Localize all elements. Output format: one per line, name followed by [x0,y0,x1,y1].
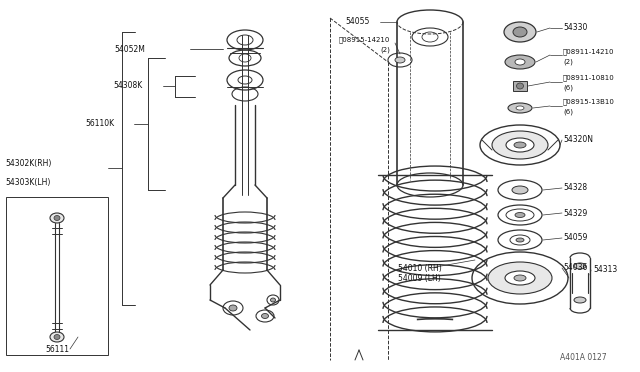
Text: 54303K(LH): 54303K(LH) [5,178,51,187]
Ellipse shape [54,215,60,221]
Text: 54330: 54330 [563,23,588,32]
Text: (6): (6) [563,109,573,115]
Ellipse shape [262,314,269,318]
Ellipse shape [514,142,526,148]
Ellipse shape [516,238,524,242]
Text: 54328: 54328 [563,183,587,192]
Text: 54308K: 54308K [113,81,142,90]
Text: 54052M: 54052M [114,45,145,54]
Ellipse shape [488,262,552,294]
Text: Ⓝ08911-14210: Ⓝ08911-14210 [563,49,614,55]
Ellipse shape [271,298,275,302]
Ellipse shape [514,275,526,281]
Ellipse shape [50,332,64,342]
Ellipse shape [513,27,527,37]
Ellipse shape [574,297,586,303]
Text: (6): (6) [563,85,573,91]
Text: 54010 (RH): 54010 (RH) [398,263,442,273]
Ellipse shape [515,59,525,65]
Text: 54320N: 54320N [563,135,593,144]
Text: 54302K(RH): 54302K(RH) [5,159,51,168]
Text: 54036: 54036 [563,263,588,273]
Text: 54059: 54059 [563,234,588,243]
Ellipse shape [505,271,535,285]
Ellipse shape [506,138,534,152]
Text: Ⓦ08915-14210: Ⓦ08915-14210 [339,37,390,43]
Ellipse shape [504,22,536,42]
Ellipse shape [492,131,548,159]
Ellipse shape [229,305,237,311]
Ellipse shape [50,213,64,223]
Ellipse shape [505,55,535,69]
Text: 56110K: 56110K [85,119,114,128]
Text: A401A 0127: A401A 0127 [560,353,607,362]
Bar [513,81,527,91]
Ellipse shape [512,186,528,194]
Text: 56111: 56111 [45,344,69,353]
Bar [6,197,108,355]
Ellipse shape [54,334,60,340]
Text: Ⓝ08911-10810: Ⓝ08911-10810 [563,75,615,81]
Ellipse shape [508,103,532,113]
Text: Ⓦ08915-13B10: Ⓦ08915-13B10 [563,99,615,105]
Ellipse shape [516,83,524,89]
Ellipse shape [516,106,524,110]
Ellipse shape [515,212,525,218]
Text: 54329: 54329 [563,208,588,218]
Text: 54055: 54055 [346,17,370,26]
Text: 54009 (LH): 54009 (LH) [398,273,441,282]
Text: (2): (2) [563,59,573,65]
Ellipse shape [395,57,405,63]
Text: 54313: 54313 [593,266,617,275]
Ellipse shape [574,263,586,269]
Text: (2): (2) [380,47,390,53]
